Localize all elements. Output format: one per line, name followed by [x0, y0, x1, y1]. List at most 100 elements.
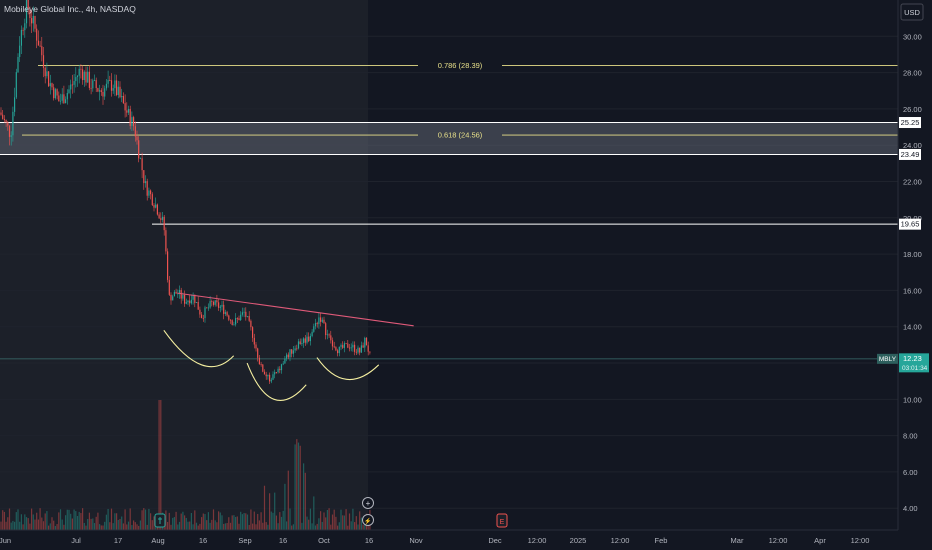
volume-bar — [39, 508, 41, 530]
volume-bar — [177, 524, 179, 530]
candle-body — [39, 45, 41, 47]
candle-body — [328, 334, 330, 336]
candle-body — [32, 15, 34, 24]
volume-bar — [168, 512, 170, 530]
candle-body — [112, 88, 114, 91]
svg-text:E: E — [500, 519, 505, 526]
price-tick-label: 20.00 — [903, 214, 922, 223]
volume-bar — [212, 509, 215, 530]
candle-body — [252, 327, 254, 338]
candle-body — [357, 347, 359, 353]
candle-body — [161, 216, 164, 220]
candle-body — [211, 301, 213, 302]
volume-bar — [10, 522, 12, 530]
time-axis-label: 12:00 — [611, 536, 630, 545]
candle-body — [235, 318, 237, 325]
time-axis-background — [0, 530, 932, 550]
volume-bar — [80, 513, 82, 530]
volume-bar — [122, 523, 124, 530]
volume-bar — [291, 525, 293, 530]
volume-bar — [211, 519, 213, 530]
candle-body — [134, 126, 136, 137]
volume-bar — [248, 524, 250, 530]
volume-bar — [226, 523, 228, 530]
candle-body — [119, 86, 121, 98]
symbol-title[interactable]: Mobileye Global Inc., 4h, NASDAQ — [4, 4, 136, 14]
price-tick-label: 14.00 — [903, 323, 922, 332]
time-axis-label: Apr — [814, 536, 826, 545]
currency-button[interactable] — [900, 3, 924, 21]
candle-body — [206, 307, 208, 309]
volume-bar — [7, 517, 9, 530]
volume-bar — [337, 525, 339, 530]
candle-body — [316, 323, 318, 325]
candle-body — [36, 28, 38, 41]
candle-body — [14, 97, 16, 112]
volume-bar — [360, 517, 362, 530]
flash-button[interactable]: ⚡ — [362, 514, 374, 526]
candle-body — [139, 158, 141, 160]
candle-body — [279, 368, 281, 371]
candle-body — [27, 0, 29, 10]
horizontal-levels[interactable] — [0, 65, 898, 360]
volume-bar — [46, 511, 48, 530]
candle-body — [185, 302, 187, 304]
candle-body — [184, 294, 186, 304]
zone-23-49-25-25[interactable] — [0, 122, 898, 155]
earnings-marker[interactable]: E — [496, 513, 508, 528]
drawings[interactable] — [163, 292, 414, 401]
volume-bar — [116, 513, 118, 530]
candle-body — [209, 301, 211, 308]
symbol-tag-label: MBLY — [879, 356, 897, 363]
candle-body — [178, 290, 181, 294]
volume-bar — [267, 524, 269, 530]
candle-body — [262, 364, 264, 372]
pattern-arc — [246, 362, 307, 401]
candle-body — [48, 71, 50, 87]
candle-body — [292, 350, 294, 354]
time-axis-label: Sep — [238, 536, 251, 545]
candle-body — [3, 118, 5, 121]
volume-bar — [313, 496, 315, 530]
volume-bar — [14, 521, 16, 530]
volume-bar — [246, 514, 249, 530]
volume-bar — [235, 516, 237, 530]
volume-bar — [117, 519, 119, 530]
candle-body — [180, 290, 182, 299]
add-event-button[interactable]: + — [362, 497, 374, 509]
candle-body — [236, 318, 238, 319]
volume-bar — [3, 511, 5, 530]
candle-body — [65, 99, 67, 104]
volume-bar — [182, 511, 184, 530]
volume-bar — [265, 522, 267, 530]
volume-bar — [287, 470, 289, 530]
candle-body — [177, 293, 179, 295]
volume-bar — [231, 515, 233, 530]
candle-body — [85, 71, 87, 83]
volume-bar — [269, 493, 271, 530]
volume-bar — [87, 518, 89, 530]
candle-body — [104, 88, 106, 97]
volume-bar — [275, 515, 277, 530]
time-axis-label: 12:00 — [769, 536, 788, 545]
candle-body — [29, 9, 31, 19]
candle-body — [243, 311, 245, 313]
time-axis-label: Aug — [151, 536, 164, 545]
candle-body — [66, 92, 68, 100]
candle-body — [347, 343, 349, 348]
candle-body — [117, 86, 119, 95]
volume-bar — [328, 508, 330, 530]
dividends-marker[interactable] — [154, 513, 166, 528]
candle-body — [216, 300, 218, 303]
volume-bar — [25, 517, 28, 530]
volume-bar — [78, 511, 80, 530]
candle-body — [153, 205, 155, 208]
time-axis-label: 12:00 — [528, 536, 547, 545]
candle-body — [257, 348, 259, 358]
price-tag-25-25: 25.25 — [899, 117, 921, 129]
candle-body — [165, 230, 167, 252]
candle-body — [253, 337, 255, 345]
candle-body — [150, 190, 152, 195]
candle-body — [88, 71, 90, 88]
